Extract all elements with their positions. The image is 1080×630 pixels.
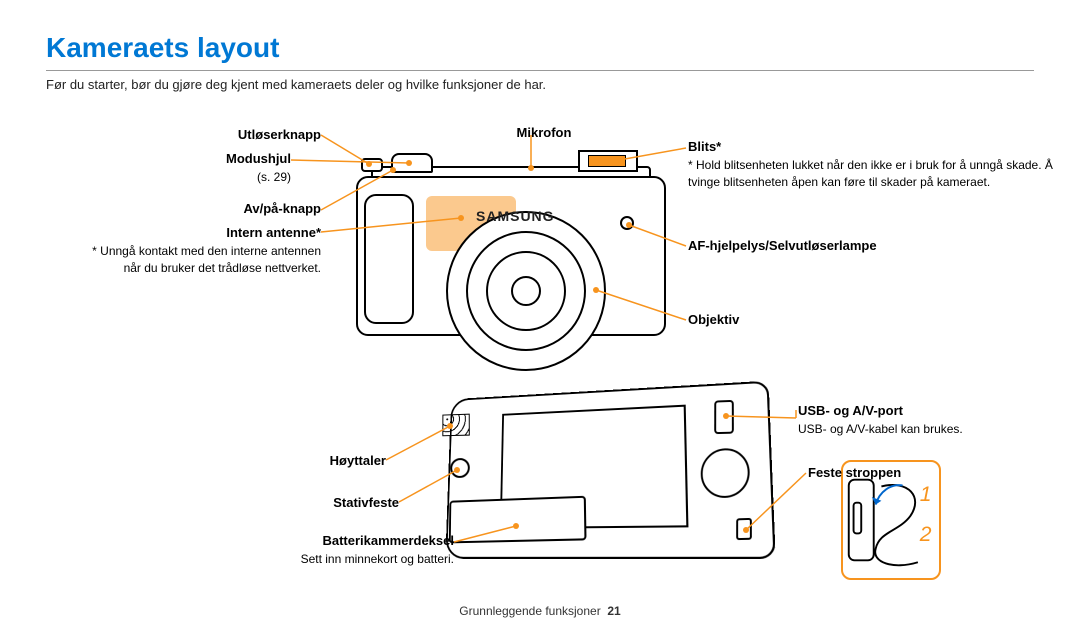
- label-tripod: Stativfeste: [166, 494, 399, 512]
- camera-back-illustration: [436, 388, 766, 568]
- label-lens: Objektiv: [688, 311, 888, 329]
- label-power: Av/på-knapp: [106, 200, 321, 218]
- footer: Grunnleggende funksjoner 21: [0, 604, 1080, 618]
- rule: [46, 70, 1034, 71]
- intro-text: Før du starter, bør du gjøre deg kjent m…: [46, 77, 1034, 92]
- camera-front-illustration: SAMSUNG: [356, 156, 666, 366]
- label-usb: USB- og A/V-port USB- og A/V-kabel kan b…: [798, 402, 1048, 437]
- label-battery: Batterikammerdeksel Sett inn minnekort o…: [166, 532, 454, 567]
- label-af: AF-hjelpelys/Selvutløserlampe: [688, 237, 988, 255]
- diagram-area: SAMSUNG 1 2: [46, 110, 1034, 590]
- label-flash: Blits* * Hold blitsenheten lukket når de…: [688, 138, 1063, 191]
- strap-step-1: 1: [920, 483, 932, 506]
- label-shutter: Utløserknapp: [106, 126, 321, 144]
- label-strap: Feste stroppen: [808, 464, 1008, 482]
- label-mic: Mikrofon: [504, 124, 584, 142]
- label-mode-dial: Modushjul (s. 29): [106, 150, 291, 185]
- label-speaker: Høyttaler: [166, 452, 386, 470]
- label-antenna: Intern antenne* * Unngå kontakt med den …: [76, 224, 321, 277]
- page-title: Kameraets layout: [46, 32, 1034, 64]
- strap-step-2: 2: [919, 523, 932, 546]
- brand-label: SAMSUNG: [476, 208, 555, 224]
